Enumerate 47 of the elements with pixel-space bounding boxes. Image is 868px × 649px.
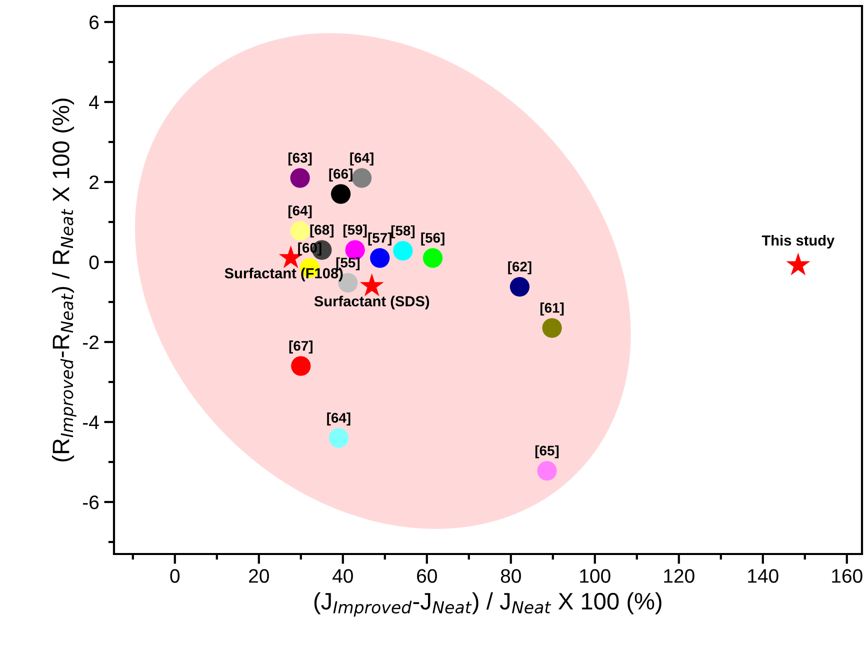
point [422,248,443,268]
annotation: [67] [289,340,312,354]
annotation: [64] [327,412,350,426]
x-tick-label: 120 [664,569,694,583]
y-tick-label: 4 [89,96,99,110]
annotation: [61] [540,302,564,316]
y-tick-label: 6 [90,15,99,30]
x-tick-label: 20 [249,569,269,583]
point [393,240,413,261]
x-tick-label: 80 [500,569,521,583]
annotation: [58] [391,225,415,238]
annotation: [64] [350,152,374,166]
y-axis-title: (R$_{Improved}$-R$_{Neat}$) / R$_{Neat}$ X 100 (%) [52,98,76,462]
x-axis-title: (J$_{Improved}$-J$_{Neat}$) / J$_{Neat}$ X 100 (%) [314,592,662,617]
x-tick-label: 100 [580,569,610,583]
point [510,276,530,297]
annotation: [65] [535,445,559,458]
point [786,252,810,276]
y-tick-label: -6 [82,495,99,510]
x-tick-label: 160 [832,569,862,583]
point [290,220,310,241]
point [542,318,562,338]
annotation: Surfactant (SDS) [314,296,430,310]
point [290,168,310,188]
annotation: [59] [344,224,367,238]
annotation: [57] [368,232,392,246]
x-tick-label: 40 [332,569,353,583]
annotation: [64] [288,205,312,218]
point [537,460,557,481]
x-tick-label: 140 [748,569,778,583]
x-tick-label: 60 [417,569,437,583]
annotation: [63] [288,152,312,166]
annotation: [68] [310,224,334,238]
point [352,168,372,188]
annotation: This study [762,234,835,249]
y-tick-label: 0 [89,255,99,270]
point [328,428,349,448]
y-tick-label: -2 [82,335,98,350]
annotation: [62] [508,261,532,274]
point [370,248,390,268]
annotation: [56] [421,232,444,246]
point [360,273,384,296]
y-tick-label: 2 [90,175,98,190]
x-tick-label: 0 [170,569,180,583]
annotation: [66] [329,168,352,182]
y-tick-label: -4 [82,416,99,430]
point [330,184,351,204]
